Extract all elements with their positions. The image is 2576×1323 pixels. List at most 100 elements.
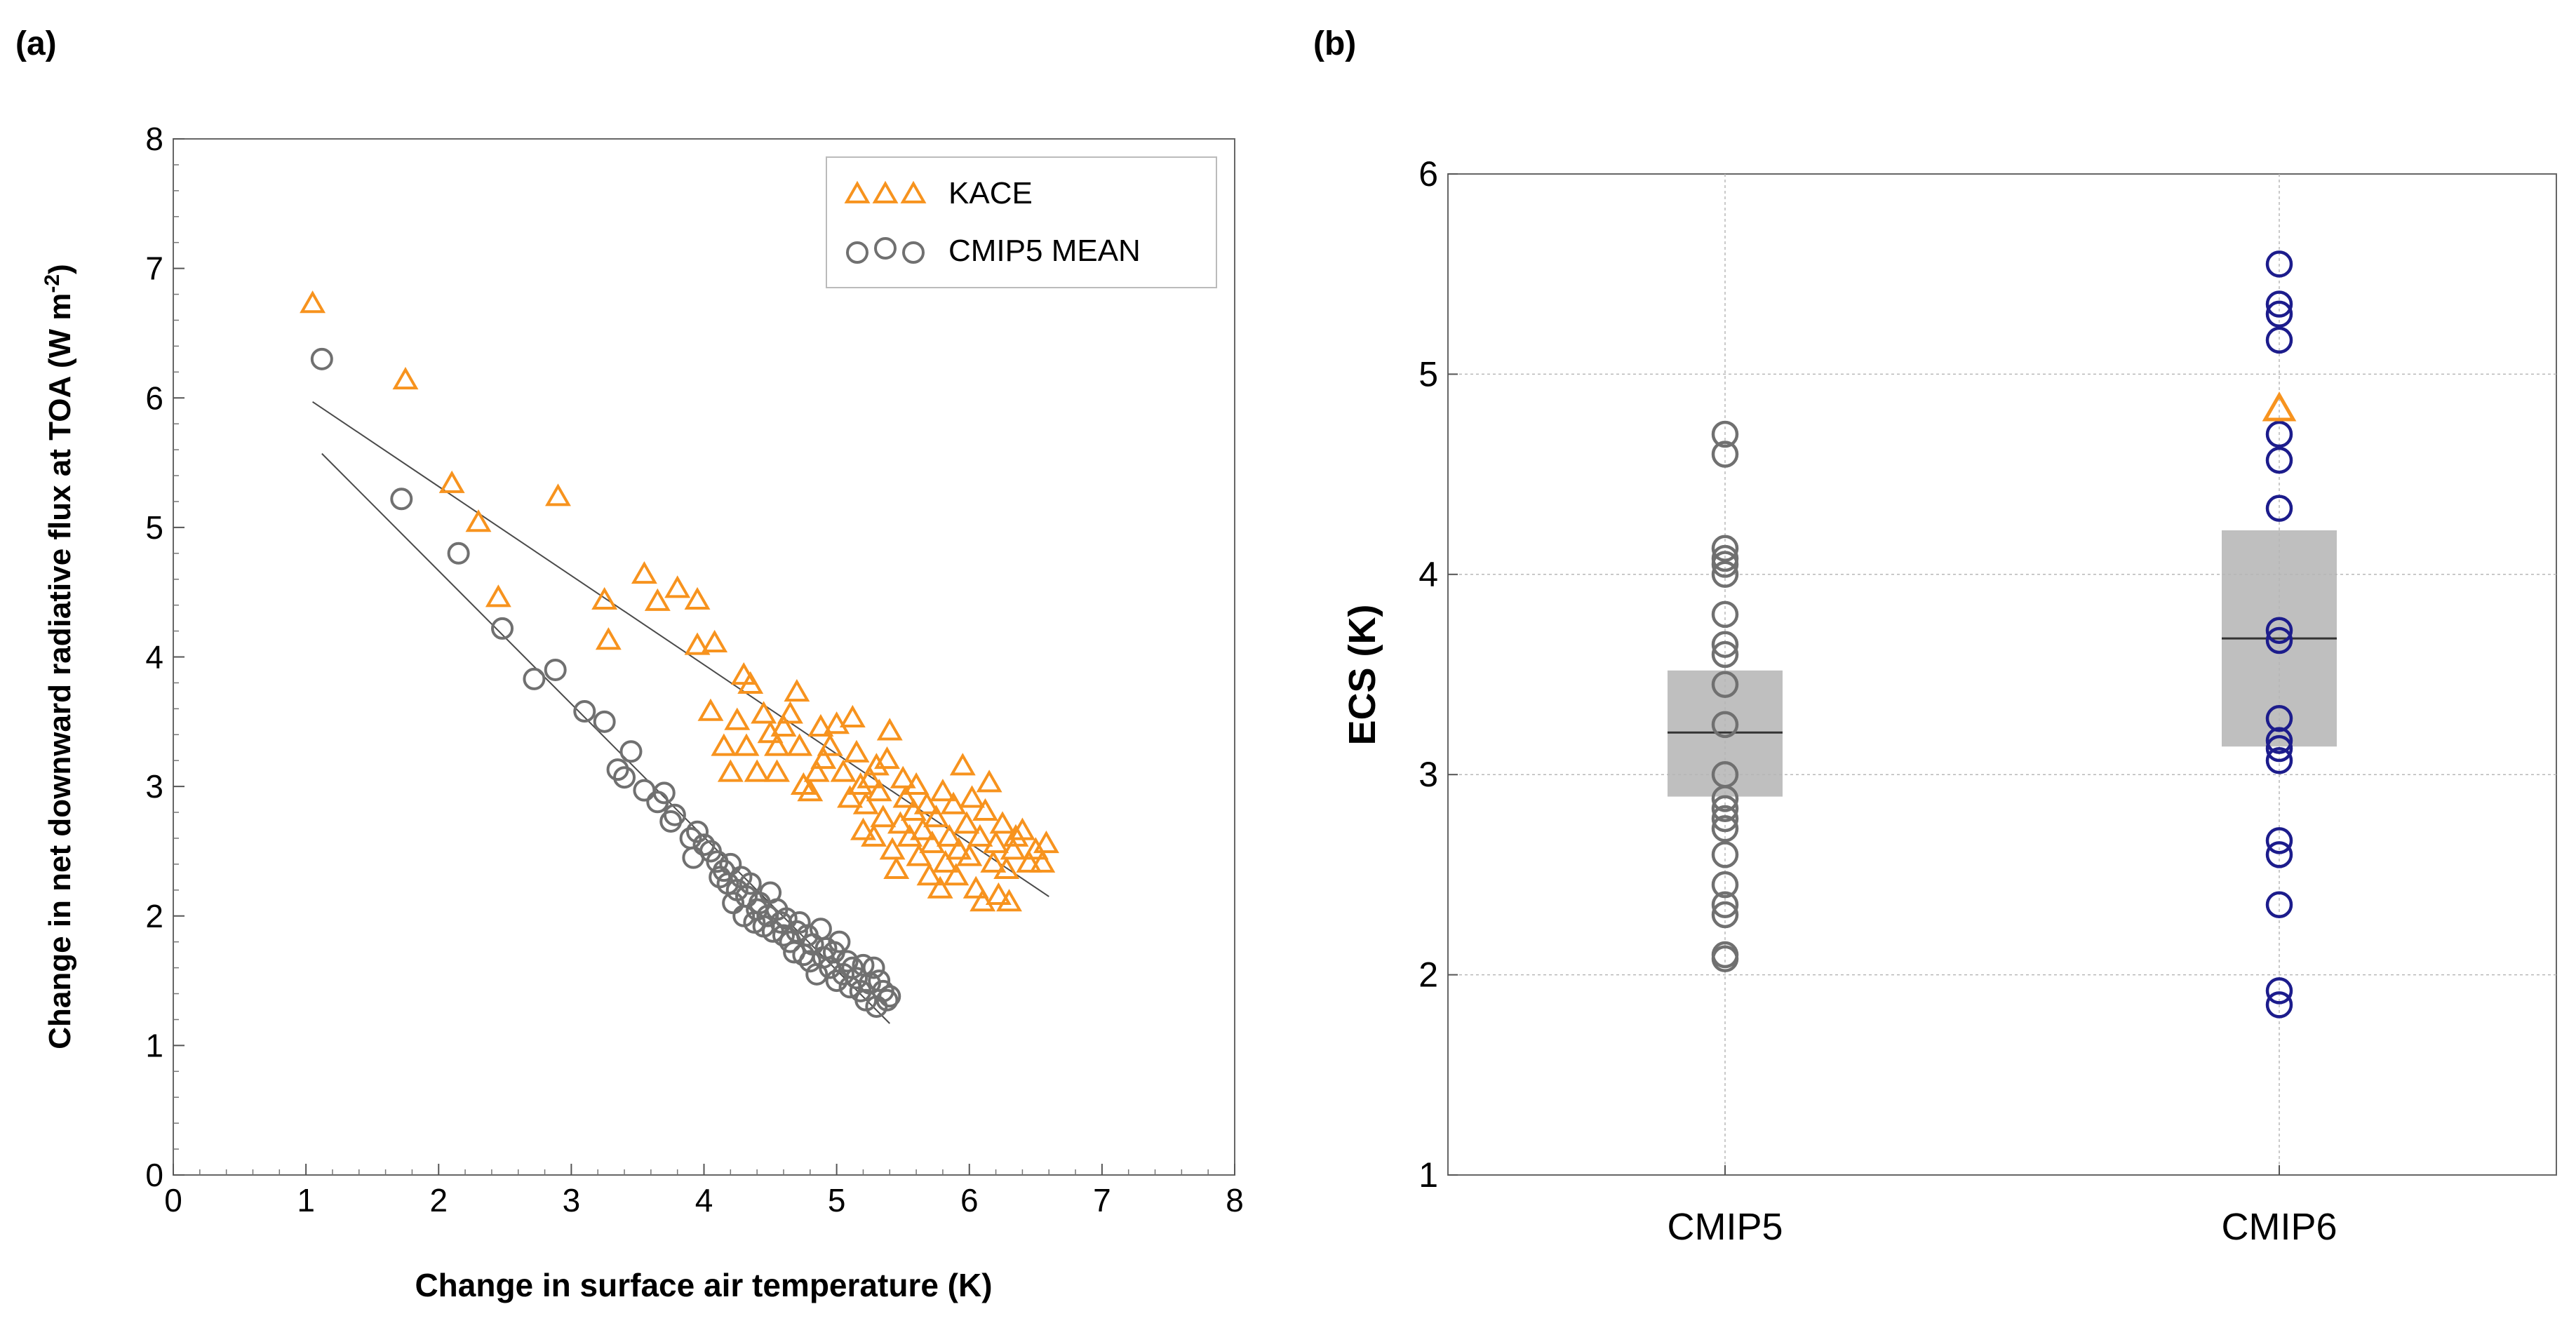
panel-label-a: (a) xyxy=(15,25,57,62)
kace-point xyxy=(923,805,949,828)
kace-point xyxy=(861,824,887,847)
y-tick-label: 6 xyxy=(145,380,163,416)
kace-point xyxy=(465,509,492,532)
y-tick-label: 2 xyxy=(1418,955,1438,995)
kace-point xyxy=(664,575,691,598)
legend-triangle-icon xyxy=(844,180,871,203)
y-tick-label: 8 xyxy=(145,121,163,157)
y-tick-label: 6 xyxy=(1418,154,1438,194)
x-tick-label: 0 xyxy=(164,1182,182,1218)
panel-a-scatter-plot: 0 1 2 3 4 5 6 7 8 0 1 2 3 4 5 6 7 8 KACE CMIP5 MEAN Chang… xyxy=(41,121,1244,1303)
cmip5-mean-point xyxy=(652,781,676,805)
panel-label-b: (b) xyxy=(1313,25,1356,62)
kace-point xyxy=(737,671,764,694)
cmip5-mean-point xyxy=(619,740,643,763)
cmip6-model-point xyxy=(2265,891,2293,918)
cmip5-mean-point xyxy=(785,920,808,943)
cmip5-mean-point xyxy=(862,956,885,979)
y-tick-label: 0 xyxy=(145,1157,163,1193)
kace-point xyxy=(850,817,876,840)
y-tick-label: 3 xyxy=(1418,755,1438,794)
cmip6-model-point xyxy=(2265,250,2293,278)
cmip5-model-point xyxy=(1711,815,1739,842)
kace-point xyxy=(936,824,962,847)
legend-circle-icon xyxy=(902,241,925,264)
cmip5-model-point xyxy=(1711,841,1739,868)
kace-point xyxy=(1033,831,1059,854)
kace-point xyxy=(595,627,622,650)
y-tick-label: 5 xyxy=(145,509,163,546)
y-axis-label-a-end: ) xyxy=(43,264,77,274)
cmip5-model-point xyxy=(1711,785,1739,812)
kace-point xyxy=(976,770,1002,793)
cmip6-model-point xyxy=(2265,705,2293,732)
cmip5-mean-point xyxy=(573,700,596,723)
y-tick-label: 2 xyxy=(145,898,163,934)
legend-triangle-icon xyxy=(872,180,899,203)
category-label-cmip5: CMIP5 xyxy=(1667,1206,1783,1248)
kace-point xyxy=(940,791,967,814)
kace-point xyxy=(830,759,857,782)
cmip5-mean-point xyxy=(841,956,864,979)
cmip5-model-point xyxy=(1711,891,1739,918)
b-boxes xyxy=(1668,530,2337,797)
cmip5-model-point xyxy=(1711,711,1739,739)
kace-point xyxy=(300,290,326,314)
kace-point xyxy=(697,698,724,721)
x-tick-label: 7 xyxy=(1093,1182,1111,1218)
cmip5-mean-point xyxy=(310,347,333,370)
cmip5-mean-point xyxy=(798,950,821,973)
kace-ecs-marker xyxy=(2262,391,2297,422)
cmip5-mean-point xyxy=(772,924,795,947)
cmip5-model-point xyxy=(1711,945,1739,973)
legend-circle-icon xyxy=(874,237,897,260)
kace-point xyxy=(1000,837,1026,860)
kace-point xyxy=(764,759,790,782)
kace-point xyxy=(857,765,883,788)
cmip5-mean-point xyxy=(739,872,762,895)
kace-point xyxy=(916,863,943,886)
y-axis-label-a-sup: -2 xyxy=(41,274,64,293)
cmip5-mean-point xyxy=(876,988,899,1012)
kace-point xyxy=(863,753,890,776)
cmip5-model-point xyxy=(1711,441,1739,468)
b-data-points xyxy=(1711,250,2297,1019)
cmip5-mean-fit-line xyxy=(321,452,890,1024)
kace-point xyxy=(545,483,571,506)
x-tick-label: 8 xyxy=(1226,1182,1244,1218)
cmip6-model-point xyxy=(2265,827,2293,854)
kace-point xyxy=(702,629,728,652)
kace-point xyxy=(993,856,1020,880)
kace-point xyxy=(892,785,919,808)
legend-label-cmip5-mean: CMIP5 MEAN xyxy=(948,234,1141,268)
cmip5-model-point xyxy=(1711,671,1739,699)
cmip5-model-point xyxy=(1711,535,1739,562)
cmip5-model-point xyxy=(1711,640,1739,669)
kace-point xyxy=(919,831,946,854)
y-tick-label: 3 xyxy=(145,768,163,805)
kace-point xyxy=(852,791,879,814)
kace-point xyxy=(927,875,953,899)
kace-point xyxy=(1016,849,1042,873)
cmip6-model-point xyxy=(2265,495,2293,522)
y-tick-label: 4 xyxy=(145,639,163,676)
kace-point xyxy=(983,831,1009,854)
cmip5-mean-point xyxy=(606,758,629,781)
kace-point xyxy=(972,798,998,821)
kace-point xyxy=(970,889,996,912)
cmip6-model-point xyxy=(2265,300,2293,328)
x-tick-label: 1 xyxy=(297,1182,315,1218)
kace-point xyxy=(876,718,903,741)
plot-area-b xyxy=(1447,173,2557,1176)
kace-point xyxy=(890,765,916,788)
kace-point xyxy=(392,367,419,390)
cmip6-model-point xyxy=(2265,420,2293,448)
kace-point xyxy=(953,811,980,834)
kace-point xyxy=(843,739,870,763)
cmip5-model-point xyxy=(1711,551,1739,578)
kace-point xyxy=(956,843,983,866)
cmip6-model-point xyxy=(2265,734,2293,763)
cmip5-mean-point xyxy=(836,950,859,973)
kace-point xyxy=(980,849,1007,873)
kace-point xyxy=(485,584,511,607)
